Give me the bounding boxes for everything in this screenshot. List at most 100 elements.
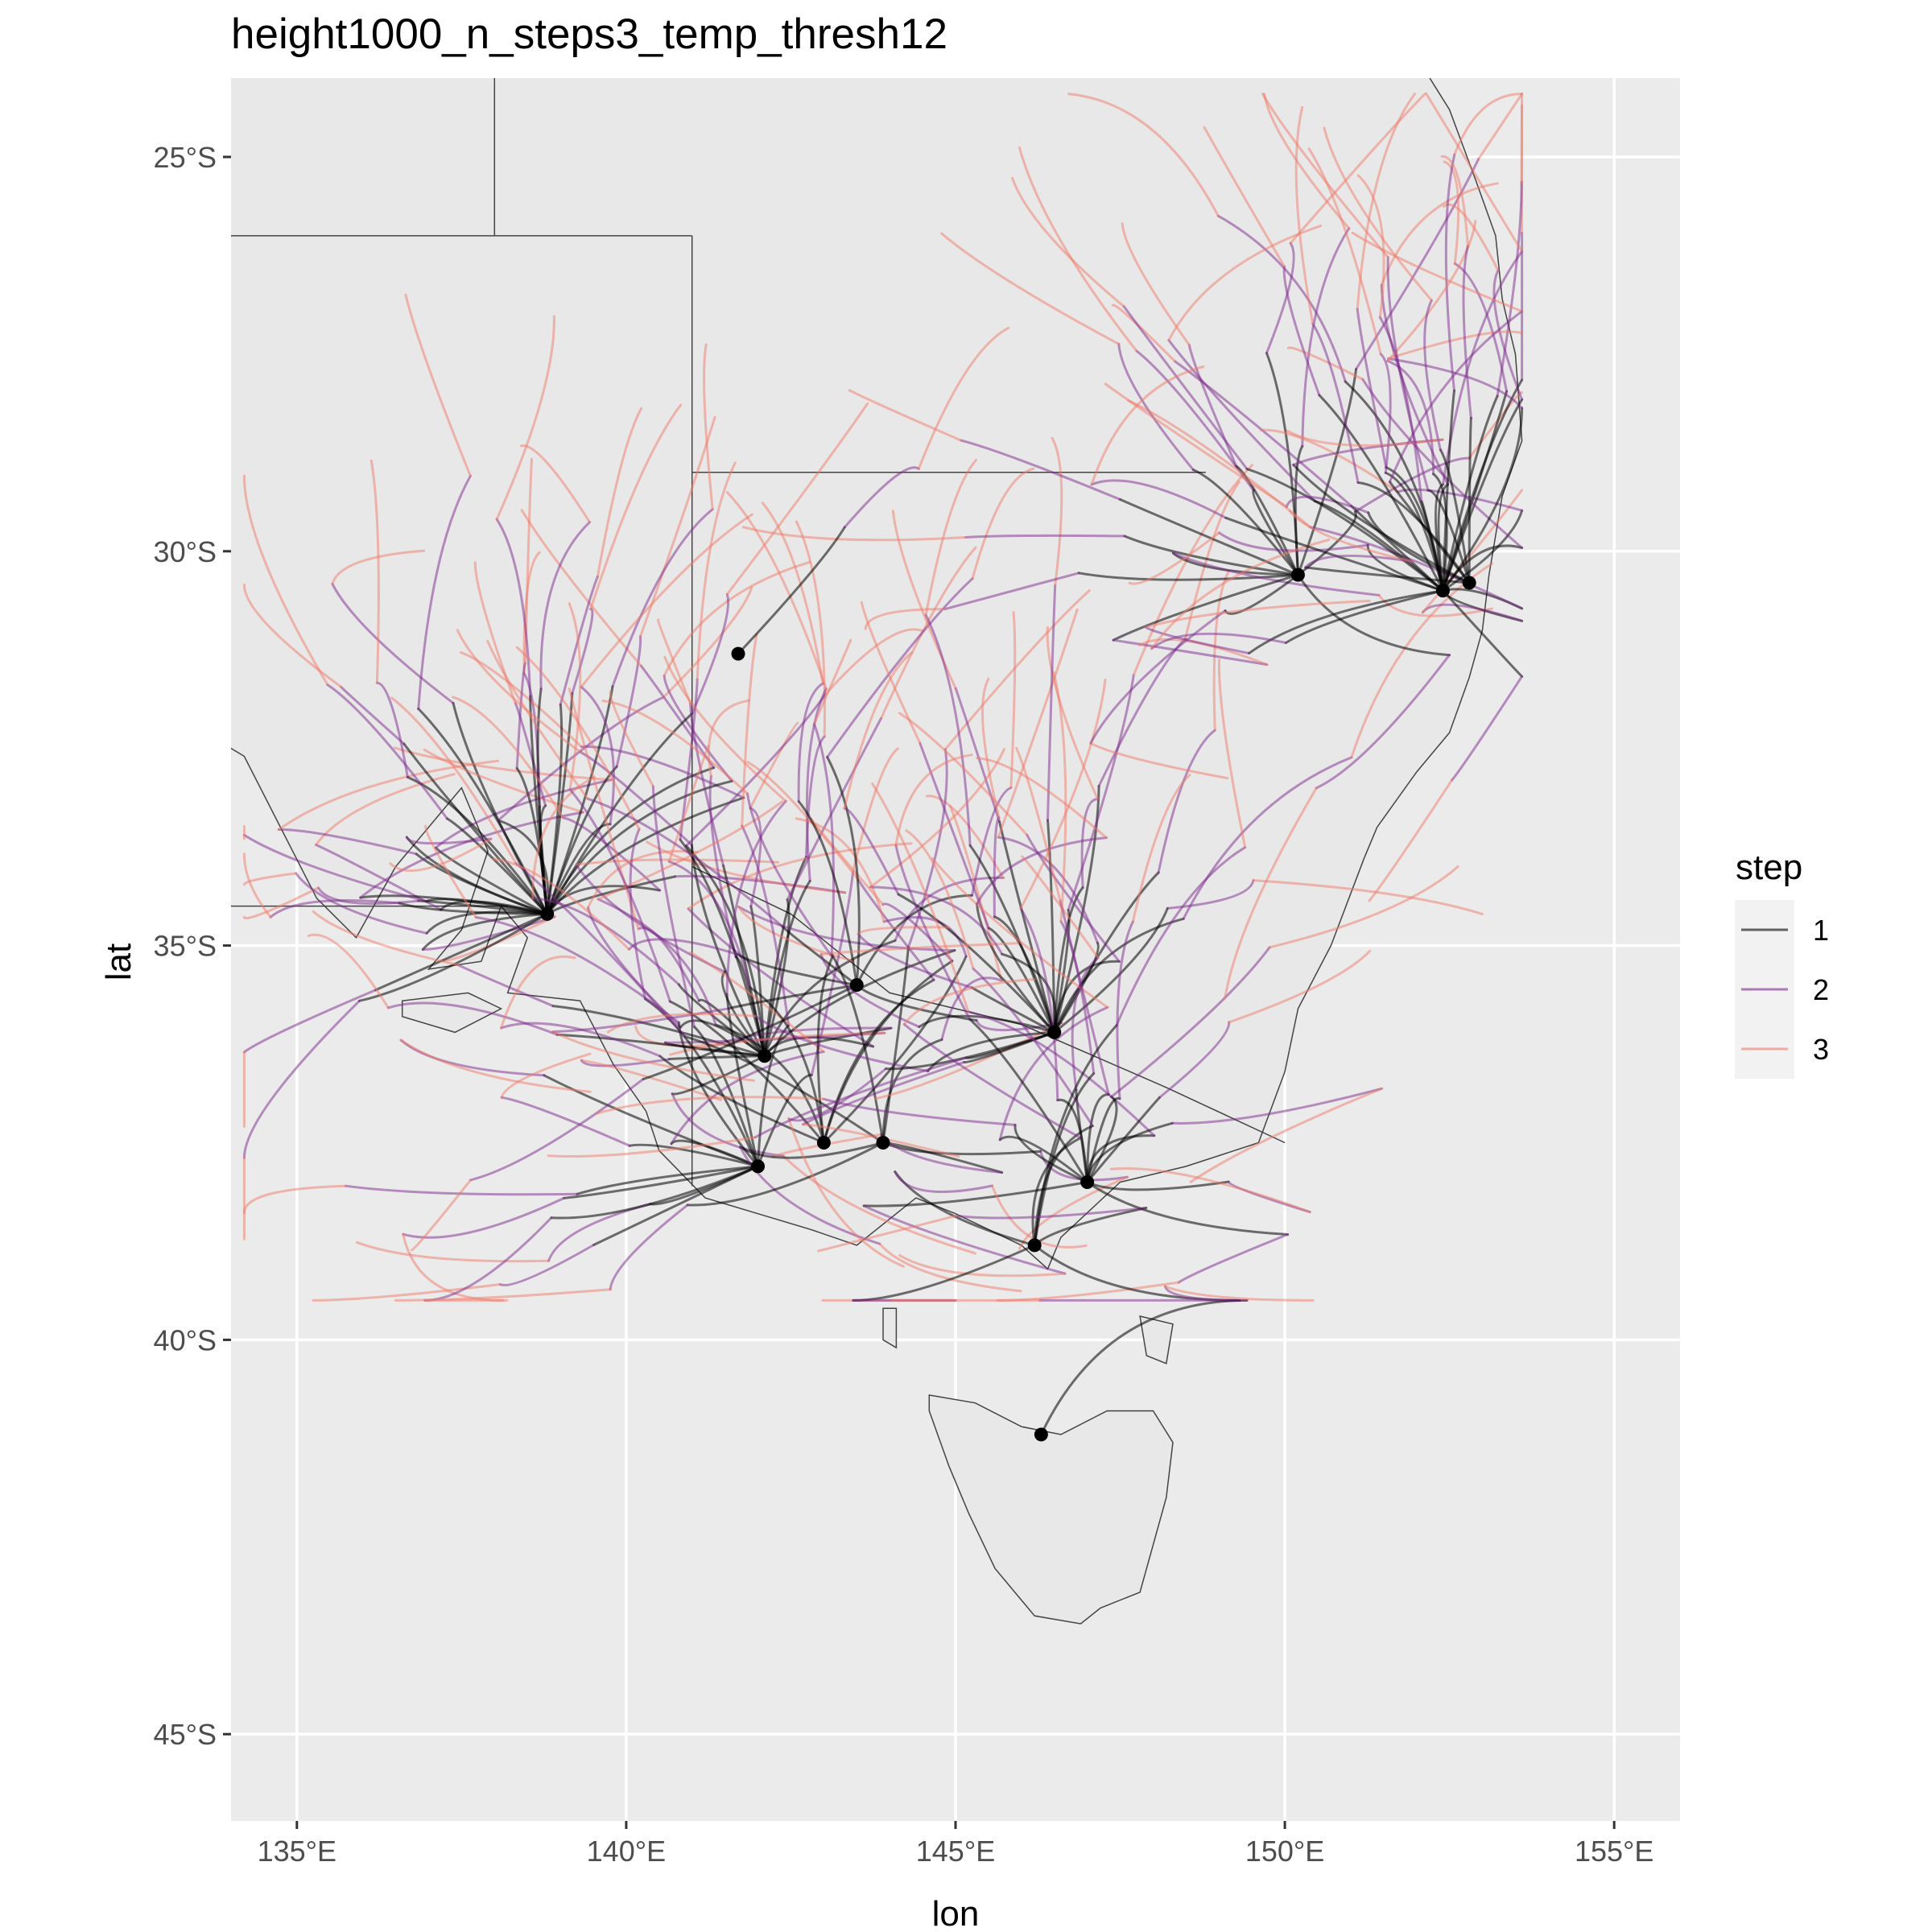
track-step-2: [955, 1207, 1148, 1220]
legend-title: step: [1736, 848, 1802, 887]
track-step-2: [805, 687, 828, 882]
track-step-3: [1263, 93, 1351, 230]
track-step-1: [1086, 1181, 1290, 1236]
track-step-2: [689, 702, 724, 867]
track-step-3: [596, 407, 643, 578]
track-step-1: [1053, 917, 1185, 1034]
track-step-2: [1379, 353, 1392, 474]
track-step-2: [746, 792, 834, 959]
track-step-3: [687, 842, 913, 910]
track-step-3: [1150, 539, 1331, 650]
track-step-3: [606, 1012, 757, 1034]
track-step-3: [663, 655, 787, 803]
track-step-3: [869, 748, 1005, 889]
track-step-3: [1021, 855, 1100, 960]
track-step-2: [514, 702, 547, 807]
track-step-3: [609, 690, 654, 788]
track-step-1: [424, 898, 549, 915]
track-step-3: [597, 800, 784, 901]
track-step-2: [639, 664, 716, 770]
track-step-2: [405, 836, 493, 845]
track-step-2: [1356, 308, 1388, 469]
track-step-2: [670, 1051, 825, 1146]
track-step-1: [1468, 416, 1472, 584]
track-step-2: [1067, 674, 1135, 911]
origin-point: [876, 1136, 890, 1150]
legend-label: 2: [1813, 973, 1829, 1006]
track-step-3: [580, 1059, 722, 1101]
track-step-1: [968, 1018, 1089, 1183]
track-step-1: [1086, 1096, 1161, 1183]
track-step-2: [919, 741, 990, 930]
track-step-2: [1218, 531, 1369, 552]
track-step-2: [1112, 638, 1269, 667]
origin-point: [1290, 568, 1305, 582]
origin-points: [540, 568, 1476, 1442]
track-step-2: [687, 907, 875, 1048]
track-step-2: [679, 678, 699, 841]
track-step-2: [568, 788, 671, 1003]
track-step-3: [1067, 93, 1220, 217]
track-step-3: [1132, 464, 1254, 677]
track-step-2: [993, 816, 1001, 919]
track-step-2: [1282, 265, 1321, 397]
track-step-2: [843, 807, 900, 896]
track-step-1: [644, 997, 759, 1168]
track-step-1: [1252, 489, 1299, 576]
track-step-2: [331, 583, 455, 704]
track-step-3: [981, 677, 1001, 819]
track-step-2: [539, 521, 591, 691]
track-step-2: [1177, 1233, 1290, 1284]
track-step-2: [295, 872, 428, 935]
track-step-1: [445, 817, 549, 915]
track-step-2: [1158, 1021, 1231, 1099]
track-step-1: [546, 712, 694, 915]
y-tick-label: 45°S: [154, 1718, 217, 1751]
track-step-1: [1442, 589, 1524, 678]
track-step-3: [580, 513, 753, 688]
track-step-2: [753, 1014, 930, 1073]
track-step-1: [964, 1030, 1056, 1059]
track-step-2: [1285, 495, 1370, 514]
track-step-1: [405, 836, 549, 915]
track-step-3: [997, 609, 1079, 839]
track-step-2: [1059, 920, 1096, 1075]
track-step-2: [611, 508, 714, 688]
track-step-1: [1053, 906, 1169, 1034]
track-step-2: [943, 572, 1080, 611]
track-step-3: [1128, 531, 1220, 585]
track-step-2: [972, 967, 1094, 1128]
track-step-2: [894, 1170, 993, 1193]
track-step-1: [816, 956, 834, 1144]
track-step-2: [960, 439, 1121, 501]
track-step-1: [1053, 871, 1160, 1034]
track-step-3: [871, 782, 970, 1013]
y-tick-label: 40°S: [154, 1323, 217, 1356]
track-step-2: [1301, 227, 1351, 448]
track-step-1: [677, 983, 766, 1058]
track-step-1: [725, 993, 759, 1168]
track-step-3: [925, 795, 1005, 879]
track-step-2: [242, 989, 377, 1054]
track-step-2: [881, 902, 954, 963]
track-step-3: [931, 857, 1109, 1009]
track-step-1: [1056, 1098, 1089, 1183]
track-step-2: [1150, 632, 1287, 650]
y-tick-label: 30°S: [154, 535, 217, 568]
track-step-2: [1046, 584, 1057, 822]
track-step-1: [358, 912, 549, 1002]
track-step-3: [594, 1096, 825, 1116]
track-step-2: [1216, 214, 1347, 383]
track-step-1: [1265, 352, 1299, 576]
track-step-1: [1426, 489, 1471, 584]
track-step-3: [943, 589, 1091, 751]
track-step-2: [1019, 907, 1059, 1102]
track-step-3: [878, 1242, 1022, 1293]
track-step-3: [1380, 182, 1499, 287]
track-step-2: [741, 824, 791, 1027]
track-step-1: [1123, 535, 1299, 576]
track-step-3: [404, 293, 472, 477]
track-step-3: [486, 639, 589, 800]
track-step-2: [474, 916, 680, 1024]
y-tick-label: 25°S: [154, 141, 217, 174]
